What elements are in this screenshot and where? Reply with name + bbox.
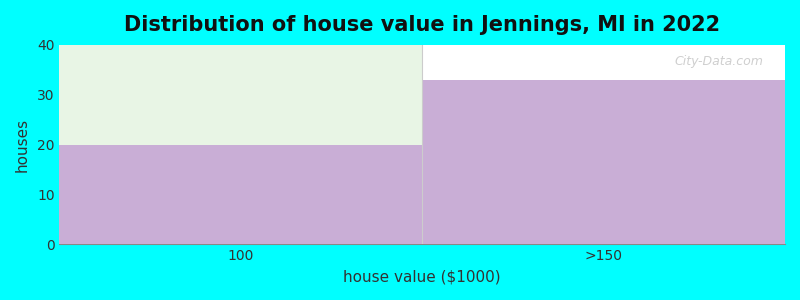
Title: Distribution of house value in Jennings, MI in 2022: Distribution of house value in Jennings,… xyxy=(124,15,720,35)
Text: City-Data.com: City-Data.com xyxy=(674,55,763,68)
X-axis label: house value ($1000): house value ($1000) xyxy=(343,270,501,285)
Bar xyxy=(59,45,422,145)
Bar xyxy=(422,80,785,244)
Y-axis label: houses: houses xyxy=(15,118,30,172)
Bar xyxy=(59,145,422,244)
